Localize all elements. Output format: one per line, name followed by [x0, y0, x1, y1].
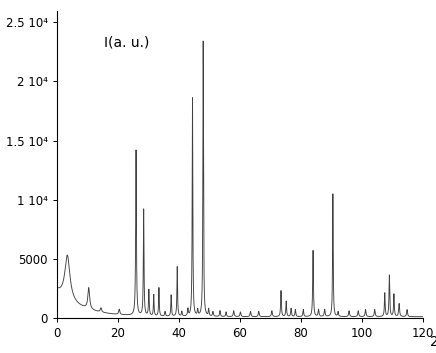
Text: 2θ: 2θ: [430, 335, 436, 349]
Text: I(a. u.): I(a. u.): [104, 35, 150, 49]
